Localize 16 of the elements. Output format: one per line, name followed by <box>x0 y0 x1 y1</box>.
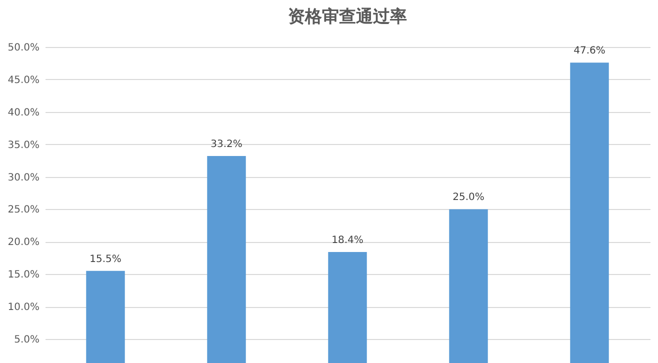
y-tick-label: 5.0% <box>14 334 40 346</box>
y-tick-label: 50.0% <box>8 42 40 54</box>
chart-title: 资格审查通过率 <box>288 7 407 27</box>
y-tick-label: 30.0% <box>8 172 40 184</box>
y-tick-label: 25.0% <box>8 204 40 216</box>
y-tick-label: 20.0% <box>8 237 40 248</box>
data-label: 15.5% <box>90 254 122 265</box>
data-label: 18.4% <box>332 235 364 246</box>
y-tick-label: 45.0% <box>8 74 40 86</box>
data-label: 33.2% <box>210 139 242 150</box>
y-tick-label: 10.0% <box>8 302 40 314</box>
y-tick-label: 15.0% <box>8 270 40 281</box>
data-label: 25.0% <box>452 192 484 204</box>
y-tick-label: 35.0% <box>8 140 40 151</box>
data-label: 47.6% <box>574 46 606 57</box>
y-tick-label: 40.0% <box>8 107 40 118</box>
